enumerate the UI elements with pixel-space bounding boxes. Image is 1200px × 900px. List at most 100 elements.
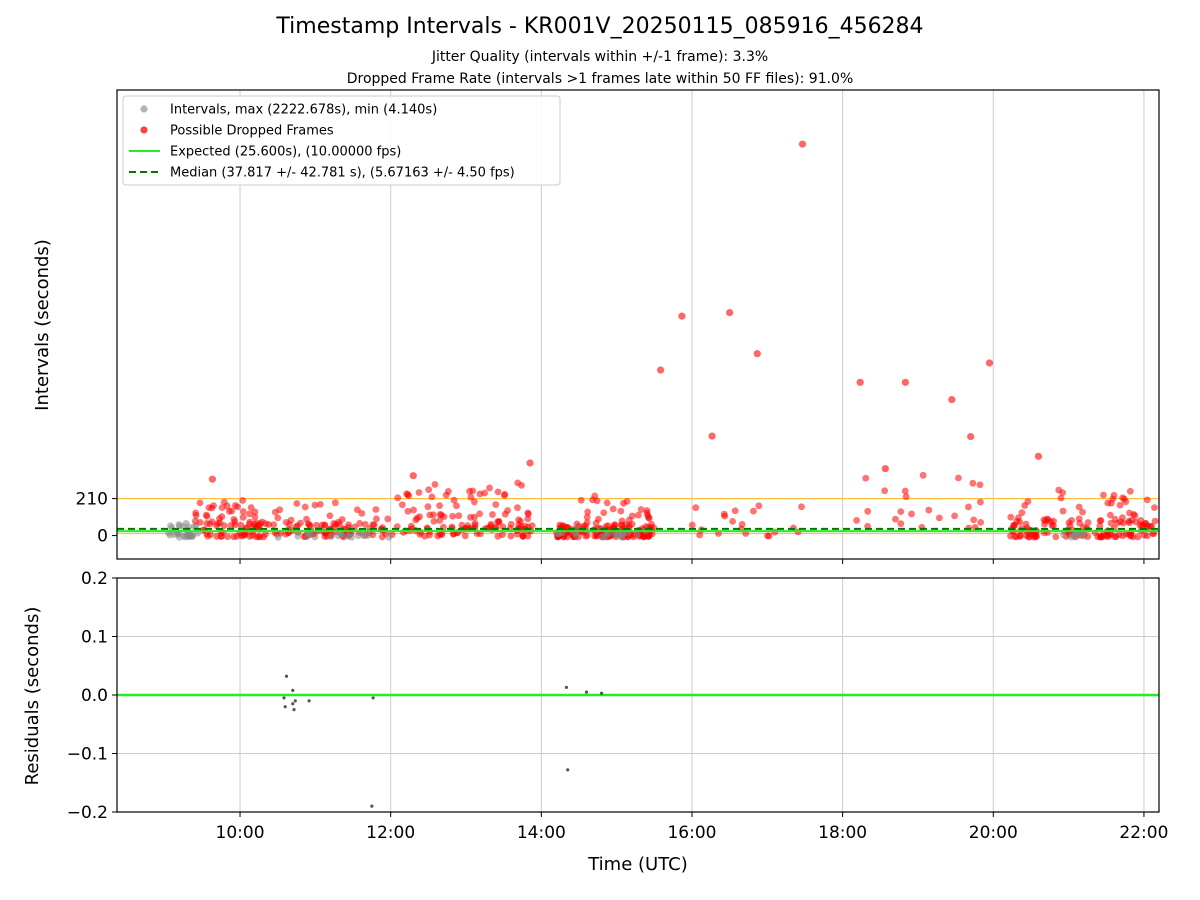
dropped-frame-point xyxy=(625,516,633,524)
dropped-frame-point xyxy=(249,531,257,539)
dropped-frame-point xyxy=(316,500,324,508)
dropped-frame-point xyxy=(489,511,496,518)
dropped-frame-point xyxy=(753,350,761,358)
dropped-frame-point xyxy=(252,519,260,527)
dropped-frame-point xyxy=(1119,519,1127,527)
dropped-frame-point xyxy=(583,519,591,526)
jitter-quality-subtitle: Jitter Quality (intervals within +/-1 fr… xyxy=(431,49,769,65)
dropped-frame-point xyxy=(246,518,254,526)
dropped-frame-point xyxy=(881,487,889,495)
dropped-frame-point xyxy=(609,505,617,513)
interval-point xyxy=(553,530,561,538)
dropped-frame-point xyxy=(524,515,532,523)
intervals-plot-frame xyxy=(116,89,1160,560)
dropped-frame-point xyxy=(1024,498,1032,505)
dropped-frame-point xyxy=(286,521,293,528)
dropped-frame-point xyxy=(1015,514,1022,522)
interval-point xyxy=(603,531,611,539)
dropped-frame-point xyxy=(524,509,532,517)
legend-label: Possible Dropped Frames xyxy=(170,124,334,139)
dropped-frame-point xyxy=(436,502,444,510)
dropped-frame-point xyxy=(470,498,478,506)
interval-point xyxy=(334,532,342,540)
interval-point xyxy=(305,530,313,538)
dropped-frame-point xyxy=(1022,520,1030,528)
dropped-frame-point xyxy=(765,532,773,540)
dropped-frame-point xyxy=(437,511,445,519)
dropped-frame-point xyxy=(969,479,977,487)
dropped-frame-point xyxy=(450,496,458,504)
dropped-frame-point xyxy=(637,506,645,513)
dropped-frame-point xyxy=(1034,452,1043,460)
x-tick-label: 22:00 xyxy=(1119,823,1168,843)
dropped-frame-point xyxy=(573,520,581,528)
dropped-frame-point xyxy=(656,366,665,374)
dropped-frame-point xyxy=(234,503,241,511)
dropped-frame-point xyxy=(1100,491,1107,499)
dropped-frame-point xyxy=(192,509,200,517)
dropped-frame-point xyxy=(230,515,238,523)
dropped-frame-point xyxy=(1007,532,1014,540)
dropped-frame-point xyxy=(919,471,927,479)
dropped-frame-point xyxy=(563,533,571,541)
time-x-axis-label: Time (UTC) xyxy=(587,854,688,875)
residual-point xyxy=(371,696,375,700)
dropped-frame-point xyxy=(246,510,253,518)
dropped-frame-point xyxy=(384,515,392,523)
dropped-frame-point xyxy=(1106,511,1114,519)
dropped-frame-point xyxy=(524,532,532,540)
dropped-frame-point xyxy=(476,510,484,518)
dropped-frame-point xyxy=(853,517,861,524)
dropped-frame-point xyxy=(464,522,472,530)
dropped-frame-point xyxy=(977,519,985,526)
dropped-frame-point xyxy=(467,493,475,501)
residual-point xyxy=(566,768,570,772)
dropped-frame-point xyxy=(1119,532,1127,540)
residuals-panel: 10:00 12:00 14:00 16:00 18:00 20:00 22:00 0.2 0.… xyxy=(22,569,1168,875)
dropped-frame-point xyxy=(410,506,417,514)
dropped-frame-point xyxy=(394,494,402,502)
dropped-frame-point xyxy=(224,533,232,541)
dropped-frame-point xyxy=(398,501,406,509)
residual-point xyxy=(291,688,295,692)
dropped-frame-point xyxy=(220,522,228,530)
dropped-frame-point xyxy=(726,309,734,317)
legend-label: Median (37.817 +/- 42.781 s), (5.67163 +… xyxy=(170,166,515,181)
dropped-frame-point xyxy=(526,459,534,467)
dropped-frame-point xyxy=(515,516,523,524)
dropped-frame-point xyxy=(239,508,247,515)
dropped-frame-point xyxy=(603,499,611,507)
dropped-frame-point xyxy=(967,432,975,441)
dropped-frame-point xyxy=(338,516,346,523)
dropped-frame-point xyxy=(643,507,651,514)
interval-point xyxy=(1069,532,1077,540)
dropped-frame-point xyxy=(970,516,978,524)
dropped-frame-point xyxy=(892,515,899,523)
dropped-frame-point xyxy=(239,497,247,504)
interval-point xyxy=(175,533,183,541)
dropped-frame-point xyxy=(486,524,494,532)
residual-point xyxy=(291,702,295,706)
x-tick-label: 16:00 xyxy=(667,823,716,843)
dropped-frame-point xyxy=(492,501,500,509)
dropped-frame-point xyxy=(592,519,600,527)
dropped-frame-point xyxy=(303,515,310,523)
dropped-frame-point xyxy=(985,359,994,367)
interval-point xyxy=(598,533,606,541)
dropped-frame-point xyxy=(453,502,460,510)
dropped-frame-point xyxy=(444,488,452,495)
residuals-y-axis-label: Residuals (seconds) xyxy=(22,607,43,786)
dropped-frame-point xyxy=(356,520,364,527)
dropped-frame-point xyxy=(1075,503,1083,511)
dropped-frame-point xyxy=(623,497,631,505)
residuals-y-tick-label: 0.2 xyxy=(81,569,108,589)
dropped-frame-point xyxy=(514,504,521,512)
residual-point xyxy=(283,705,287,709)
dropped-frame-point xyxy=(426,511,434,519)
dropped-frame-point xyxy=(617,507,625,515)
dropped-frame-point xyxy=(239,532,247,540)
dropped-frame-point xyxy=(1007,513,1015,521)
dropped-frame-point xyxy=(951,512,958,520)
dropped-frame-point xyxy=(634,511,642,519)
dropped-frame-point xyxy=(696,531,704,539)
